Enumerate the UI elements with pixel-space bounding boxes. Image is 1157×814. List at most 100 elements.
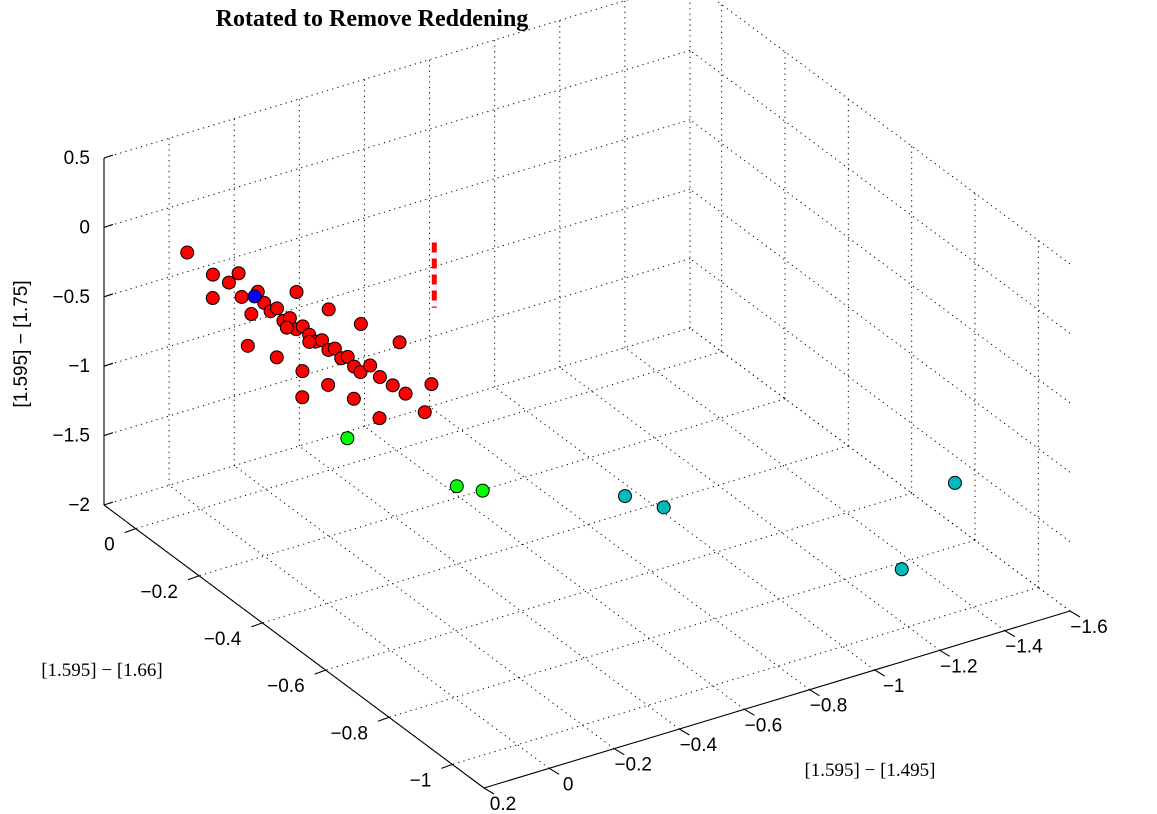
z-tick-mark [103,432,114,437]
x-tick-label: 0 [563,774,574,795]
grid-layer [103,0,1071,789]
grid-line [689,327,1071,612]
data-point [340,349,355,364]
x-tick-mark [548,767,560,775]
data-point [385,378,400,393]
data-point [321,302,336,317]
grid-line [103,49,691,228]
y-tick-label: −0.8 [330,723,368,744]
grid-line [689,119,1071,404]
grid-line [103,119,691,298]
x-tick-mark [613,748,625,756]
grid-line [364,425,745,710]
z-tick-label: −2 [68,495,90,516]
grid-line [262,445,849,624]
y-tick-mark [187,575,200,581]
data-point [340,431,355,446]
y-tick-label: −0.4 [204,629,242,650]
y-tick-label: −1 [410,770,432,791]
x-tick-label: −1.4 [1005,637,1043,658]
data-point [449,479,464,494]
data-point [424,377,439,392]
grid-line [429,406,810,691]
x-tick-mark [939,649,951,657]
data-point [270,301,285,316]
x-tick-label: −0.8 [810,696,848,717]
y-tick-mark [441,763,453,769]
grid-line [689,49,1071,334]
z-tick-mark [103,223,114,228]
data-point [353,317,368,332]
data-point [244,307,259,322]
data-point [475,483,490,498]
grid-line [714,0,1071,265]
grid-line [103,327,691,506]
z-tick-mark [103,501,114,506]
grid-line [325,492,912,671]
x-tick-label: −1 [883,676,905,697]
data-point [221,275,236,290]
x-tick-label: −0.4 [680,735,718,756]
x-tick-mark [1069,610,1081,618]
grid-line [624,347,1006,632]
z-tick-label: −1 [68,356,90,377]
data-point [417,405,432,420]
data-layer [180,242,962,577]
data-point [302,334,317,349]
x-tick-mark [744,708,755,716]
data-point [398,386,413,401]
data-point [247,289,262,304]
data-point [346,391,361,406]
y-tick-label: −0.2 [140,582,178,603]
grid-line [689,258,1071,543]
data-point [269,350,284,365]
z-tick-label: −0.5 [52,287,90,308]
x-tick-mark [483,787,495,795]
x-tick-mark [809,689,820,697]
data-point [289,284,304,299]
data-point [656,500,671,515]
data-point [327,341,342,356]
grid-line [299,445,680,730]
y-axis-label: [1.595] − [1.66] [41,660,163,681]
x-tick-mark [1004,630,1016,638]
grid-line [494,386,875,671]
z-tick-label: −1.5 [52,426,90,447]
data-point [372,411,387,426]
x-tick-mark [679,728,690,736]
data-point [231,266,246,281]
z-tick-label: 0.5 [64,148,90,169]
x-tick-label: −0.6 [745,715,783,736]
y-tick-mark [314,669,326,675]
data-point [363,358,378,373]
x-axis-line [483,610,1071,789]
z-tick-mark [103,362,114,367]
x-tick-label: −1.2 [940,656,978,677]
data-point [180,245,195,260]
y-tick-label: 0 [104,535,115,556]
data-point [295,390,310,405]
z-axis-label: [1.595] − [1.75] [11,280,32,407]
grid-line [233,465,615,750]
z-tick-mark [103,293,114,298]
y-tick-mark [377,716,390,722]
data-point [353,365,368,380]
x-axis-label: [1.595] − [1.495] [804,760,935,781]
data-point [240,338,255,353]
data-point [205,291,220,306]
y-tick-mark [124,528,136,534]
y-tick-mark [251,622,263,628]
y-axis-line [103,504,485,789]
data-point [234,289,249,304]
data-point [947,475,962,490]
data-point [321,377,336,392]
z-tick-mark [103,154,114,159]
x-tick-label: 0.2 [490,794,516,814]
grid-line [559,366,941,651]
data-point [392,335,407,350]
chart-title: Rotated to Remove Reddening [216,6,529,32]
z-tick-label: 0 [79,217,90,238]
data-point [372,370,387,385]
data-point [205,267,220,282]
